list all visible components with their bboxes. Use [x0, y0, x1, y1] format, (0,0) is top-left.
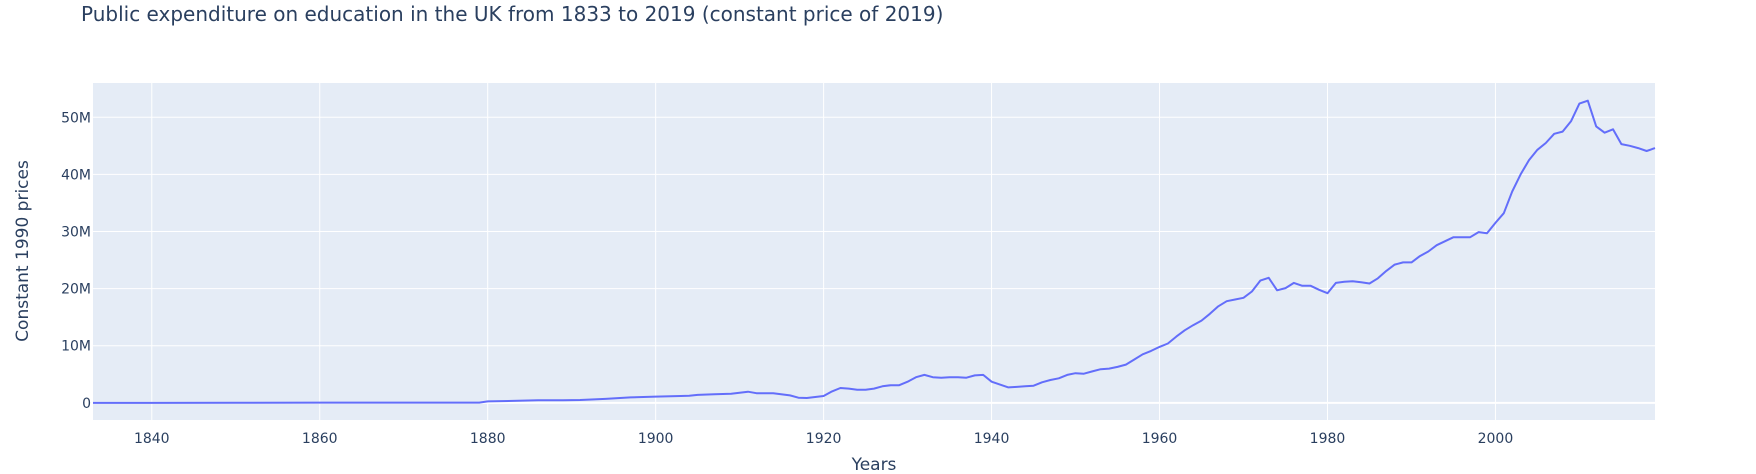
x-tick-label: 1980 — [1310, 431, 1346, 447]
x-tick-label: 1960 — [1142, 431, 1178, 447]
x-tick-label: 1940 — [974, 431, 1010, 447]
y-axis-label: Constant 1990 prices — [13, 160, 33, 342]
y-tick-label: 0 — [82, 396, 91, 412]
y-tick-label: 50M — [61, 110, 91, 126]
grid-lines — [93, 83, 1655, 420]
plot-area — [93, 83, 1655, 420]
series-lines — [93, 99, 1656, 404]
x-tick-label: 2000 — [1478, 431, 1514, 447]
y-tick-label: 30M — [61, 225, 91, 241]
x-tick-label: 1840 — [134, 431, 170, 447]
x-axis-label: Years — [851, 455, 897, 474]
chart-title: Public expenditure on education in the U… — [81, 2, 943, 26]
y-tick-label: 40M — [61, 167, 91, 183]
series-line — [93, 99, 1656, 404]
x-axis-ticks: 1840 1860 1880 1900 1920 1940 1960 1980 2000 — [134, 431, 1513, 447]
x-tick-label: 1880 — [470, 431, 506, 447]
x-tick-label: 1860 — [302, 431, 338, 447]
x-tick-label: 1920 — [806, 431, 842, 447]
y-tick-label: 20M — [61, 282, 91, 298]
y-tick-label: 10M — [61, 339, 91, 355]
y-axis-ticks: 0 10M 20M 30M 40M 50M — [61, 110, 91, 412]
x-tick-label: 1900 — [638, 431, 674, 447]
